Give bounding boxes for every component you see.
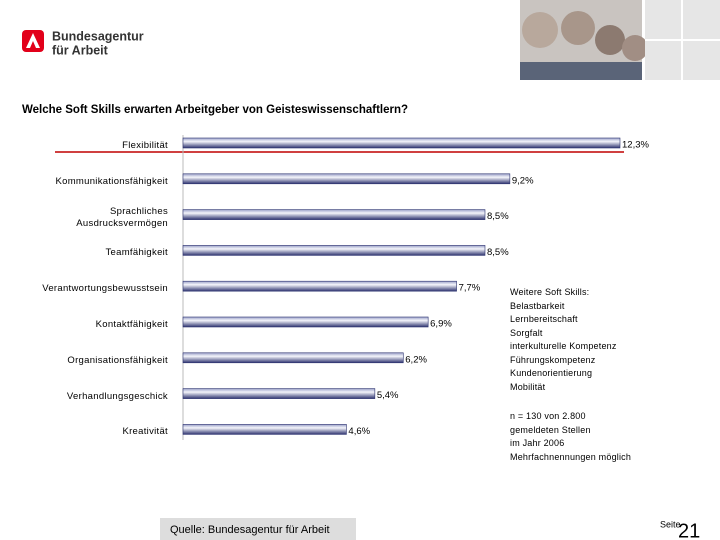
sample-note: gemeldeten Stellen [510, 424, 591, 435]
logo-text: für Arbeit [52, 43, 109, 57]
logo-text: Bundesagentur [52, 29, 144, 43]
header-photo [520, 0, 720, 80]
bar [182, 245, 486, 256]
notes-item: Belastbarkeit [510, 300, 565, 311]
value-label: 5,4% [377, 390, 399, 401]
bar [182, 173, 511, 185]
sample-note: n = 130 von 2.800 [510, 411, 586, 421]
value-label: 6,2% [405, 354, 427, 365]
value-label: 7,7% [459, 283, 481, 294]
category-label: Flexibilität [122, 140, 168, 151]
page-label: Seite [660, 519, 681, 529]
notes-item: Kundenorientierung [510, 368, 593, 378]
logo-icon [22, 30, 44, 52]
category-label: Organisationsfähigkeit [67, 354, 168, 366]
notes-heading: Weitere Soft Skills: [510, 287, 590, 297]
value-label: 8,5% [487, 247, 509, 258]
category-label: Teamfähigkeit [105, 247, 168, 259]
value-label: 8,5% [487, 211, 509, 222]
bar [182, 280, 457, 292]
category-label: Kreativität [122, 426, 168, 438]
value-label: 9,2% [512, 175, 534, 186]
footer-box [160, 518, 356, 540]
bar [182, 424, 347, 435]
category-label: Kommunikationsfähigkeit [55, 175, 168, 187]
category-label: Verantwortungsbewusstsein [42, 283, 168, 295]
category-label: Kontaktfähigkeit [95, 319, 168, 330]
page-number: 21 [678, 520, 700, 540]
category-label: Verhandlungsgeschick [66, 390, 168, 402]
value-label: 4,6% [348, 426, 370, 437]
bar [182, 137, 621, 149]
notes-item: Mobilität [510, 381, 546, 392]
notes-item: interkulturelle Kompetenz [510, 341, 617, 351]
source: Quelle: Bundesagentur für Arbeit [170, 524, 330, 536]
notes-item: Lernbereitschaft [510, 314, 578, 324]
bar [182, 352, 404, 364]
chart-title: Welche Soft Skills erwarten Arbeitgeber … [22, 104, 408, 116]
value-label: 6,9% [430, 319, 452, 330]
bar [182, 209, 486, 220]
bar [182, 316, 429, 328]
bar [182, 388, 376, 399]
notes-item: Führungskompetenz [510, 354, 596, 365]
category-label: Sprachliches Ausdrucksvermögen [76, 205, 168, 229]
notes-item: Sorgfalt [510, 327, 543, 338]
sample-note: im Jahr 2006 [510, 438, 565, 448]
sample-note: Mehrfachnennungen möglich [510, 451, 632, 462]
value-label: 12,3% [622, 140, 649, 151]
